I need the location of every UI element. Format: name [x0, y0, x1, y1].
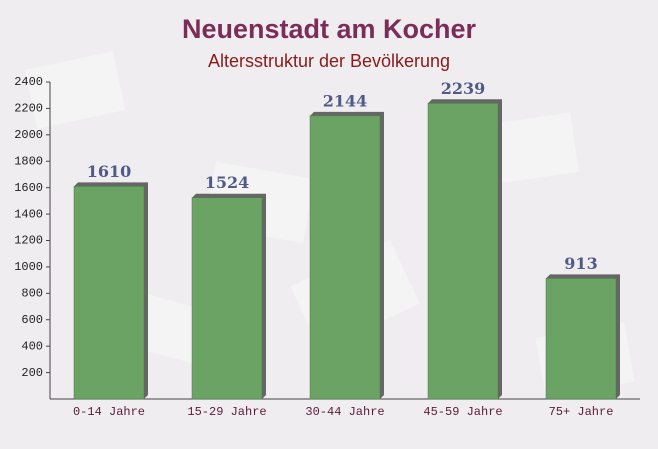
value-label: 1524 — [205, 173, 250, 192]
y-tick-label: 1600 — [14, 181, 43, 195]
x-tick-label: 45-59 Jahre — [423, 405, 502, 419]
y-tick-label: 1000 — [14, 260, 43, 274]
value-label: 1610 — [87, 162, 132, 181]
x-tick-label: 75+ Jahre — [549, 405, 614, 419]
chart-subtitle: Altersstruktur der Bevölkerung — [208, 51, 450, 71]
y-tick-label: 1400 — [14, 207, 43, 221]
y-tick-label: 2000 — [14, 128, 43, 142]
y-tick-label: 600 — [21, 313, 43, 327]
bar — [73, 186, 145, 400]
bar — [309, 115, 381, 400]
value-label: 913 — [564, 254, 597, 273]
chart-title: Neuenstadt am Kocher — [182, 14, 477, 44]
bar — [427, 103, 499, 400]
y-tick-label: 800 — [21, 287, 43, 301]
y-tick-label: 2400 — [14, 75, 43, 89]
y-tick-label: 400 — [21, 339, 43, 353]
bar — [191, 197, 263, 400]
y-tick-label: 1200 — [14, 234, 43, 248]
bar — [545, 278, 617, 400]
value-label: 2239 — [441, 79, 486, 98]
y-tick-label: 1800 — [14, 154, 43, 168]
x-tick-label: 0-14 Jahre — [73, 405, 145, 419]
y-tick-label: 200 — [21, 366, 43, 380]
x-tick-label: 15-29 Jahre — [187, 405, 266, 419]
y-tick-label: 2200 — [14, 102, 43, 116]
value-label: 2144 — [323, 91, 368, 110]
x-tick-label: 30-44 Jahre — [305, 405, 384, 419]
